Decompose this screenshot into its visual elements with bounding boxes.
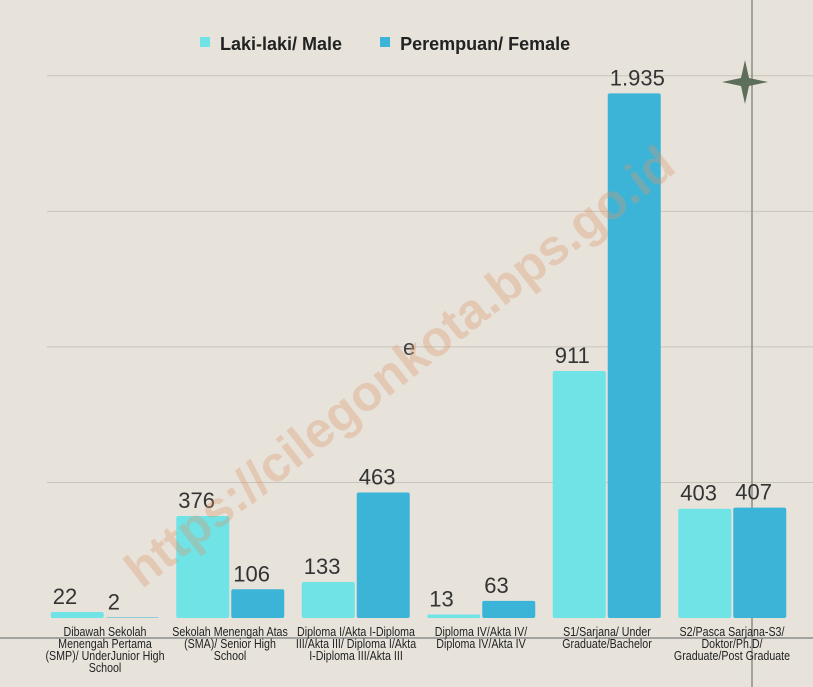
value-label: 22 bbox=[53, 584, 77, 609]
value-label: 376 bbox=[178, 488, 215, 513]
legend-label: Laki-laki/ Male bbox=[220, 34, 342, 54]
x-tick-label: S1/Sarjana/ Under Graduate/Bachelor bbox=[562, 624, 652, 651]
x-tick-label: Sekolah Menengah Atas (SMA)/ Senior High… bbox=[172, 624, 289, 663]
value-label: 133 bbox=[304, 554, 341, 579]
legend-swatch bbox=[380, 37, 391, 47]
value-label: 106 bbox=[233, 561, 270, 586]
legend-swatch bbox=[200, 37, 210, 47]
value-label: 407 bbox=[735, 480, 772, 505]
x-tick-label: Dibawah Sekolah Menengah Pertama (SMP)/ … bbox=[45, 624, 165, 675]
bar bbox=[231, 589, 285, 618]
bar bbox=[733, 507, 787, 618]
value-label: 63 bbox=[484, 573, 508, 598]
x-tick-label: S2/Pasca Sarjana-S3/ Doktor/Ph.D/ Gradua… bbox=[674, 624, 791, 663]
value-label: 1.935 bbox=[610, 65, 665, 90]
value-label: 2 bbox=[108, 589, 120, 614]
legend-label: Perempuan/ Female bbox=[400, 34, 570, 54]
bar bbox=[50, 612, 104, 618]
x-tick-label: Diploma I/Akta I-Diploma III/Akta III/ D… bbox=[295, 624, 416, 663]
value-label: 13 bbox=[429, 586, 453, 611]
value-label: 911 bbox=[555, 343, 590, 368]
bar bbox=[105, 617, 159, 618]
decor-star bbox=[722, 60, 768, 104]
bar bbox=[678, 508, 732, 618]
x-tick-label: Diploma IV/Akta IV/ Diploma IV/Akta IV bbox=[435, 624, 528, 651]
bar bbox=[607, 93, 661, 618]
bar bbox=[356, 492, 410, 618]
value-label: 463 bbox=[359, 464, 396, 489]
value-label: 403 bbox=[680, 481, 717, 506]
bar bbox=[427, 614, 481, 618]
bar bbox=[482, 600, 536, 618]
bar bbox=[552, 371, 606, 618]
bar bbox=[301, 581, 355, 618]
bar bbox=[176, 516, 230, 618]
annotation: e bbox=[403, 335, 415, 360]
